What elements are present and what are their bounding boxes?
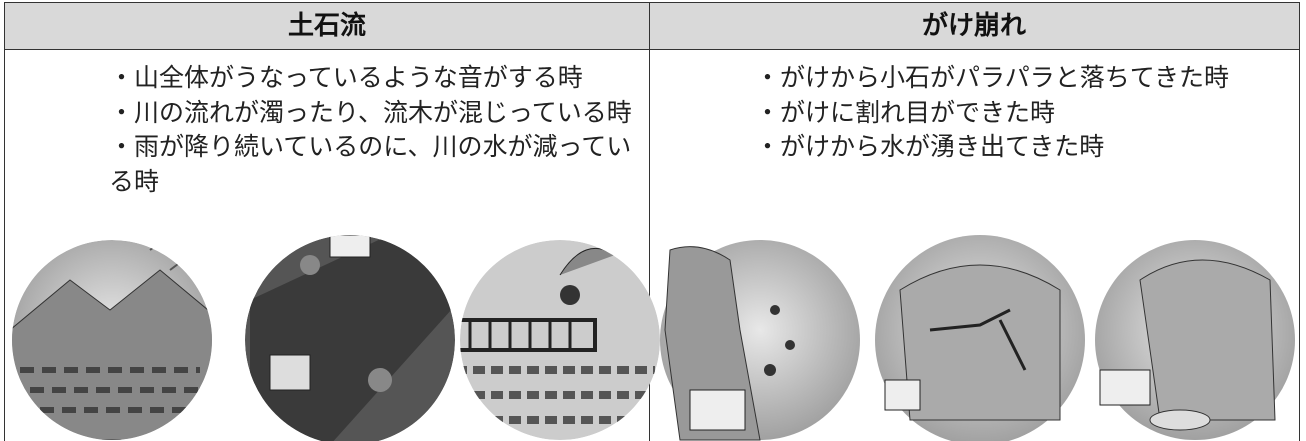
header-cell: 土石流 bbox=[287, 11, 366, 41]
illustration bbox=[660, 240, 860, 441]
illustration bbox=[1095, 240, 1295, 440]
illustration bbox=[245, 235, 455, 441]
column-divider bbox=[649, 3, 650, 441]
column-text: ・山全体がうなっているような音がする時・川の流れが濁ったり、流木が混じっている時… bbox=[109, 61, 645, 199]
illustration bbox=[875, 235, 1085, 441]
list-item: ・がけから水が湧き出てきた時 bbox=[755, 132, 1105, 161]
column-text: ・がけから小石がパラパラと落ちてきた時 ・がけに割れ目ができた時・がけから水が湧き… bbox=[755, 61, 1295, 165]
list-item: ・川の流れが濁ったり、流木が混じっている時 bbox=[109, 97, 632, 127]
list-item: ・がけから小石がパラパラと落ちてきた時 bbox=[755, 63, 1230, 92]
table: 土石流 がけ崩れ ・山全体がうなっているような音がする時・川の流れが濁ったり、流… bbox=[4, 2, 1300, 441]
illustration bbox=[12, 240, 212, 440]
illustration bbox=[460, 240, 660, 440]
list-item: ・がけに割れ目ができた時 bbox=[755, 97, 1056, 127]
list-item: ・雨が降り続いているのに、川の水が減っている時 bbox=[109, 132, 632, 196]
list-item: ・山全体がうなっているような音がする時 bbox=[109, 63, 583, 92]
header-row: 土石流 がけ崩れ bbox=[5, 3, 1299, 50]
header-cell: がけ崩れ bbox=[921, 11, 1026, 41]
